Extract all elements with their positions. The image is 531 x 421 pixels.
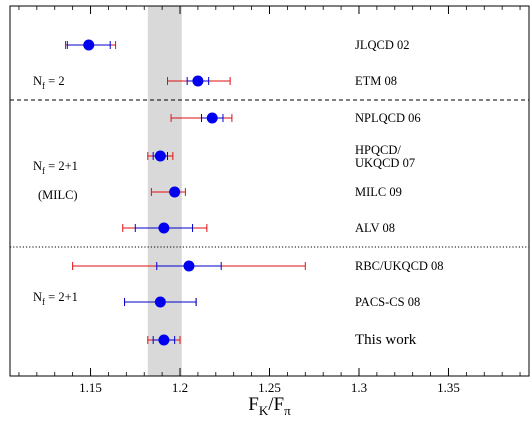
data-point: [150, 186, 186, 198]
data-point: [64, 39, 117, 51]
x-tick-label: 1.35: [437, 380, 460, 395]
data-point: [170, 112, 233, 124]
group-label-milc: (MILC): [38, 188, 78, 202]
group-label-nf21: Nf = 2+1: [33, 290, 78, 307]
x-tick-label: 1.15: [79, 380, 102, 395]
data-point: [124, 296, 197, 308]
point-label: HPQCD/: [355, 143, 401, 157]
data-point: [166, 75, 231, 87]
group-label-nf21-milc: Nf = 2+1: [33, 159, 78, 176]
x-tick-label: 1.2: [172, 380, 188, 395]
point-marker: [83, 39, 95, 51]
point-label: ETM 08: [355, 74, 397, 88]
plot-frame: [9, 5, 530, 377]
point-label: ALV 08: [355, 221, 395, 235]
point-marker: [158, 222, 170, 234]
point-marker: [154, 150, 166, 162]
point-marker: [206, 112, 218, 124]
data-point: [147, 150, 174, 162]
point-label: NPLQCD 06: [355, 111, 421, 125]
point-label: MILC 09: [355, 185, 402, 199]
point-marker: [169, 186, 181, 198]
x-tick-label: 1.3: [351, 380, 367, 395]
data-point: [147, 334, 181, 346]
point-label: PACS-CS 08: [355, 295, 420, 309]
point-label: UKQCD 07: [355, 156, 415, 170]
point-marker: [158, 334, 170, 346]
point-marker: [154, 296, 166, 308]
point-label: JLQCD 02: [355, 38, 410, 52]
data-point: [122, 222, 208, 234]
point-label: This work: [355, 332, 417, 348]
group-label-nf2: Nf = 2: [33, 74, 65, 91]
point-marker: [192, 75, 204, 87]
point-marker: [183, 260, 195, 272]
data-point: [72, 260, 306, 272]
x-axis-label: FK/Fπ: [248, 394, 291, 418]
point-label: RBC/UKQCD 08: [355, 259, 444, 273]
x-tick-label: 1.25: [258, 380, 281, 395]
